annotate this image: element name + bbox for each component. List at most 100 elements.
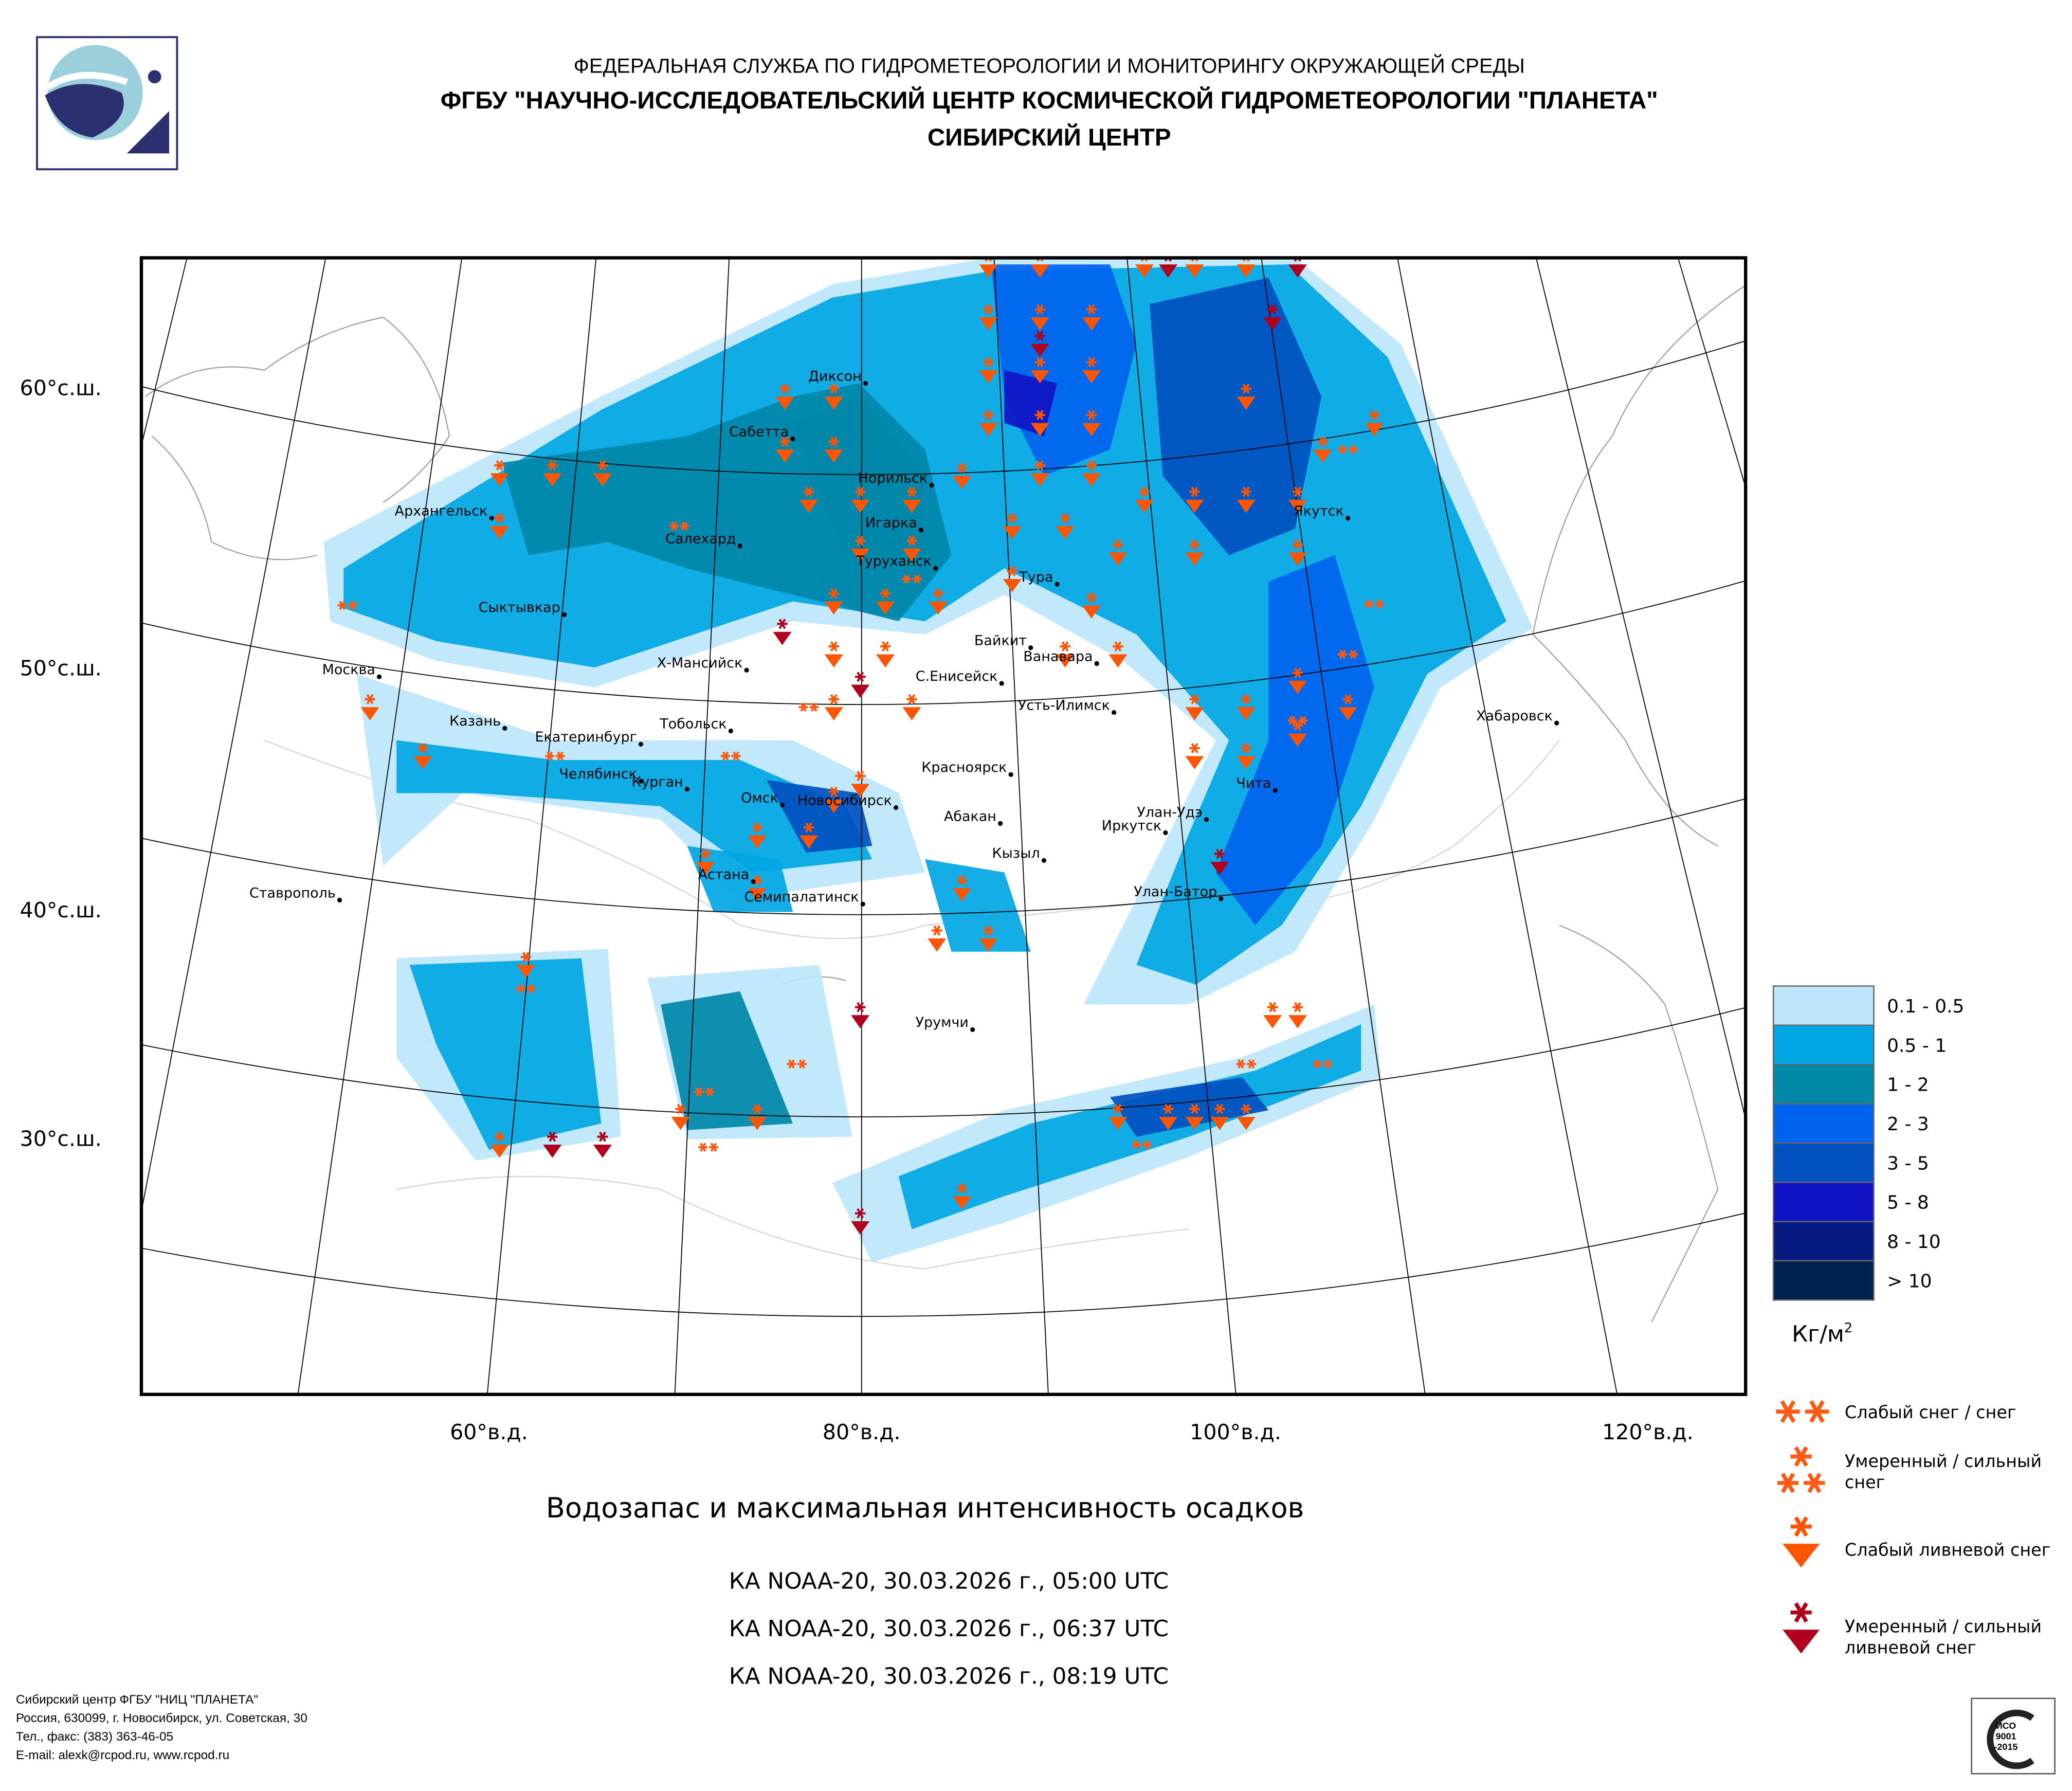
light-snow-shower-icon [1082,304,1101,331]
city-marker: Новосибирск [797,792,899,810]
light-snow-shower-icon [1237,258,1256,278]
meridian-line [1962,0,2072,1330]
light-snow-shower-icon [851,535,870,562]
city-label: Улан-Удэ [1137,805,1202,821]
city-dot [638,779,644,784]
header-agency: ФЕДЕРАЛЬНАЯ СЛУЖБА ПО ГИДРОМЕТЕОРОЛОГИИ … [574,54,1525,78]
svg-text:-2015: -2015 [1994,1742,2018,1752]
product-title: Водозапас и максимальная интенсивность о… [546,1492,1304,1524]
city-label: Омск [741,790,778,806]
light-snow-shower-icon [979,357,998,384]
map-frame [139,256,1748,1396]
city-label: Москва [322,662,375,678]
city-marker: Чита [1236,775,1278,793]
legend-class-label: 3 - 5 [1887,1153,1929,1174]
meridian-line [1846,0,2072,1409]
city-label: Курган [631,774,683,790]
heavy-snow-shower-icon [1288,258,1307,278]
city-label: Новосибирск [797,792,892,808]
light-snow-shower-icon [1030,357,1049,384]
light-snow-icon [694,1087,715,1096]
city-label: Астана [698,866,750,882]
light-snow-icon [1287,716,1308,725]
lon-label-80: 80°в.д. [823,1420,901,1444]
light-snow-icon [1236,1059,1256,1069]
city-dot [502,726,507,731]
city-dot [893,805,899,810]
city-label: Челябинск [559,766,637,782]
light-snow-icon [669,521,689,531]
light-snow-shower-icon [1185,1103,1204,1130]
water-content-area [766,780,873,853]
city-dot [997,821,1003,826]
heavy-snow-shower-icon [773,619,792,645]
city-label: Абакан [944,808,996,824]
light-snow-shower-icon [1783,1516,1820,1568]
city-dot [751,879,756,884]
light-snow-shower-icon [1185,694,1204,720]
water-content-area [1004,370,1058,437]
legend-swatch [1772,1260,1875,1301]
light-snow-shower-icon [979,258,998,278]
light-snow-shower-icon [1185,258,1204,278]
city-label: Тобольск [659,716,726,732]
light-snow-shower-icon [979,304,998,331]
city-dot [728,728,733,734]
light-snow-shower-icon [824,383,843,410]
city-label: С.Енисейск [916,668,998,684]
city-dot [1112,710,1117,715]
satellite-pass-3: КА NOAA-20, 30.03.2026 г., 08:19 UTC [729,1663,1169,1690]
city-dot [337,897,342,903]
city-marker: Улан-Батор [1134,884,1224,901]
satellite-pass-2: КА NOAA-20, 30.03.2026 г., 06:37 UTC [729,1616,1169,1642]
city-label: Сыктывкар [478,600,560,616]
graticule [141,0,2072,1409]
city-marker: Семипалатинск [744,889,865,907]
heavy-snow-shower-icon [851,672,870,698]
water-content-area [661,991,793,1130]
city-dot [744,667,749,673]
legend-class-label: 8 - 10 [1887,1232,1941,1253]
light-snow-shower-icon [1159,1103,1178,1130]
city-marker: Курган [631,774,690,792]
water-content-area [409,958,602,1150]
light-snow-shower-icon [1135,258,1154,278]
light-snow-icon [787,1059,807,1069]
light-snow-icon [1132,1140,1152,1149]
city-marker: Диксон [808,368,868,386]
heavy-snow-shower-icon [1783,1602,1820,1654]
light-snow-shower-icon [1082,357,1101,384]
light-snow-shower-icon [1082,410,1101,437]
city-label: Норильск [858,470,928,486]
light-snow-shower-icon [824,588,843,615]
city-marker: Ванавара [1023,648,1099,666]
light-snow-shower-icon [1338,694,1357,720]
city-dot [1055,582,1060,587]
light-snow-shower-icon [851,486,870,513]
light-snow-icon [721,751,741,761]
symbol-legend-label: Слабый ливневой снег [1845,1540,2050,1560]
city-dot [779,802,785,808]
light-snow-shower-icon [953,1183,972,1209]
city-dot [638,741,644,747]
light-snow-shower-icon [953,875,972,902]
heavy-snow-shower-icon [851,1002,870,1028]
water-content-field [323,258,1533,1262]
city-label: Игарка [865,515,917,531]
light-snow-shower-icon [1237,486,1256,513]
svg-text:9001: 9001 [1995,1731,2016,1742]
legend-swatch [1772,1024,1875,1065]
light-snow-shower-icon [748,822,767,849]
light-snow-shower-icon [516,952,535,979]
symbol-legend-label: Умеренный / сильный [1845,1451,2042,1471]
city-dot [737,544,742,549]
city-dot [929,482,934,488]
light-snow-shower-icon [1030,304,1049,331]
city-label: Чита [1236,775,1271,791]
meridian-line [1126,258,1237,1395]
light-snow-shower-icon [1185,486,1204,513]
city-dot [1028,645,1033,650]
light-snow-shower-icon [748,1103,767,1130]
light-snow-shower-icon [490,460,509,487]
